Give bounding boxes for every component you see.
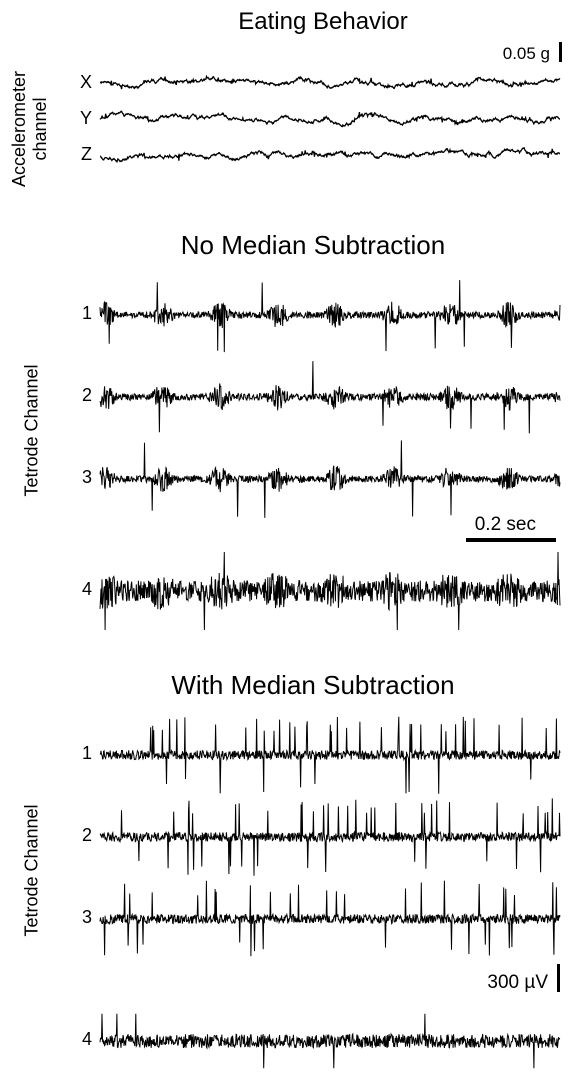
row-label: Z [62, 144, 92, 165]
trace-row [100, 716, 560, 794]
trace-row [100, 440, 560, 518]
trace-row [100, 102, 560, 138]
row-label: 3 [62, 467, 92, 488]
with-median-panel: With Median Subtraction Tetrode Channel … [0, 670, 586, 701]
trace-row [100, 66, 560, 102]
accel-panel: Eating Behavior 0.05 g Accelerometer cha… [0, 8, 586, 36]
accel-scale-label: 0.05 g [503, 44, 550, 64]
trace-row [100, 138, 560, 174]
with-median-ylabel: Tetrode Channel [22, 791, 43, 951]
trace-row [100, 1002, 560, 1080]
volt-scale-label: 300 µV [487, 972, 548, 994]
time-scale-bar [466, 538, 556, 542]
row-label: 4 [62, 1029, 92, 1050]
accel-title: Eating Behavior [60, 8, 586, 36]
accel-ylabel-2: channel [30, 97, 50, 160]
trace-row [100, 552, 560, 630]
trace-row [100, 798, 560, 876]
figure-root: Eating Behavior 0.05 g Accelerometer cha… [0, 0, 586, 1092]
no-median-panel: No Median Subtraction Tetrode Channel 12… [0, 230, 586, 261]
row-label: 2 [62, 825, 92, 846]
no-median-ylabel: Tetrode Channel [22, 351, 43, 511]
time-scale-label: 0.2 sec [475, 514, 536, 536]
trace-row [100, 358, 560, 436]
accel-scale-bar [559, 42, 562, 62]
row-label: 2 [62, 385, 92, 406]
no-median-title: No Median Subtraction [40, 230, 586, 261]
row-label: 4 [62, 579, 92, 600]
row-label: X [62, 72, 92, 93]
volt-scale-bar [557, 964, 560, 992]
with-median-title: With Median Subtraction [40, 670, 586, 701]
accel-ylabel-1: Accelerometer [9, 71, 29, 187]
accel-ylabel: Accelerometer channel [9, 69, 51, 189]
row-label: 1 [62, 303, 92, 324]
row-label: 3 [62, 907, 92, 928]
trace-row [100, 880, 560, 958]
row-label: Y [62, 108, 92, 129]
row-label: 1 [62, 743, 92, 764]
trace-row [100, 276, 560, 354]
